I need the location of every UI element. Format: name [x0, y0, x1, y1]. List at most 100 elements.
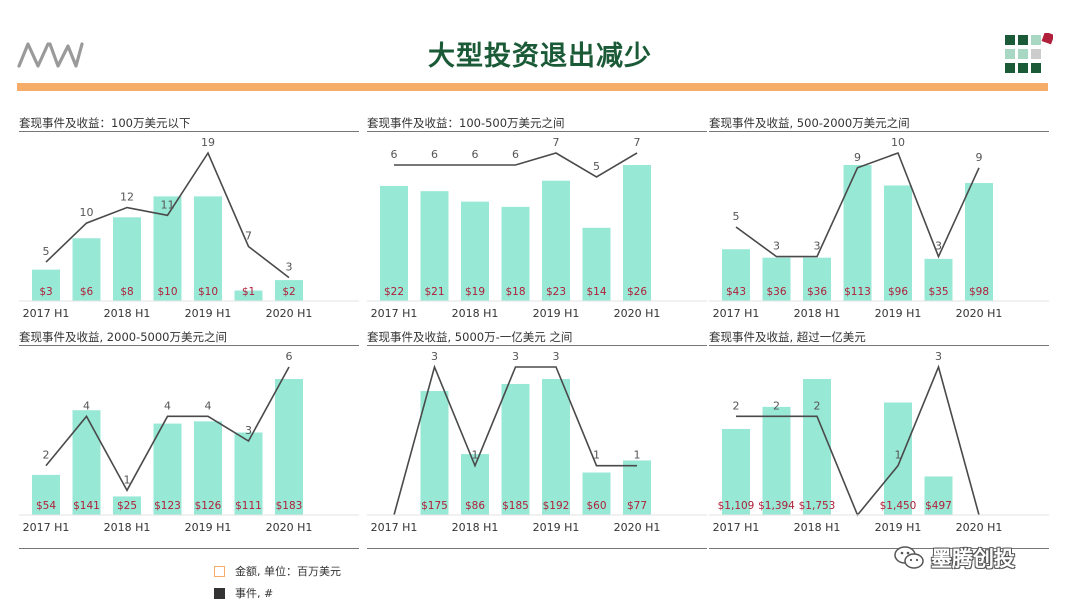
x-tick-label: 2018 H1 — [794, 521, 841, 534]
bar — [501, 383, 530, 515]
event-count-label: 2 — [773, 399, 780, 412]
bottom-rule — [709, 548, 1049, 549]
event-count-label: 19 — [201, 136, 215, 149]
chart-title: 套现事件及收益, 500-2000万美元之间 — [709, 116, 910, 130]
bar — [420, 191, 449, 301]
bar-value-label: $185 — [502, 500, 529, 512]
title-rule — [19, 131, 359, 132]
chart-plot: $22 $21 $19 $18 $23 $14 $26 6 6 6 6 7 5 7 2017 H1 2018 … — [367, 136, 707, 320]
event-count-label: 7 — [553, 136, 560, 149]
bar-value-label: $36 — [807, 286, 827, 298]
bar-value-label: $54 — [36, 500, 56, 512]
header: 大型投资退出减少 — [0, 0, 1080, 91]
x-tick-label: 2017 H1 — [23, 521, 70, 534]
title-rule — [19, 345, 359, 346]
event-count-label: 6 — [472, 148, 479, 161]
bar-value-label: $141 — [73, 500, 100, 512]
legend-label: 事件, # — [235, 587, 274, 600]
x-tick-label: 2020 H1 — [266, 521, 313, 534]
x-tick-label: 2018 H1 — [452, 521, 499, 534]
bar-value-label: $35 — [928, 286, 948, 298]
chart-plot: $43 $36 $36 $113 $96 $35 $98 5 3 3 9 10 3 9 2017 H1 201… — [709, 136, 1049, 320]
event-count-label: 12 — [120, 191, 134, 204]
event-count-label: 9 — [854, 151, 861, 164]
bar — [275, 280, 303, 301]
x-tick-label: 2020 H1 — [266, 307, 313, 320]
title-rule — [367, 345, 707, 346]
chart-plot: $1,109 $1,394 $1,753 $1,450 $497 2 2 2 1 3 2017 H1… — [709, 350, 1049, 534]
event-count-label: 7 — [245, 229, 252, 242]
bar-value-label: $192 — [543, 500, 570, 512]
legend-swatch-outline-icon — [214, 565, 225, 577]
x-tick-label: 2019 H1 — [875, 521, 922, 534]
legend-label: 金额, 单位：百万美元 — [235, 565, 341, 578]
bar-value-label: $10 — [198, 286, 218, 298]
events-line — [394, 152, 638, 178]
x-tick-label: 2020 H1 — [614, 307, 661, 320]
chart-title: 套现事件及收益, 超过一亿美元 — [709, 330, 866, 344]
event-count-label: 3 — [553, 350, 560, 363]
bar-value-label: $6 — [80, 286, 94, 298]
bar — [153, 423, 182, 515]
bar — [542, 180, 570, 301]
bar — [803, 379, 831, 515]
bar-value-label: $111 — [235, 500, 262, 512]
x-tick-label: 2020 H1 — [614, 521, 661, 534]
event-count-label: 3 — [512, 350, 519, 363]
bar-value-label: $126 — [195, 500, 222, 512]
bar — [420, 391, 449, 515]
bar-value-label: $1 — [242, 286, 255, 298]
x-tick-label: 2019 H1 — [185, 307, 232, 320]
bar-value-label: $36 — [766, 286, 786, 298]
event-count-label: 3 — [935, 350, 942, 363]
x-tick-label: 2018 H1 — [452, 307, 499, 320]
event-count-label: 4 — [205, 399, 212, 412]
bar — [623, 165, 651, 301]
bottom-rule — [19, 548, 359, 549]
bar — [194, 196, 222, 301]
chart-title: 套现事件及收益, 2000-5000万美元之间 — [19, 330, 227, 344]
bar-value-label: $98 — [969, 286, 989, 298]
bar — [461, 201, 489, 301]
bar — [380, 185, 408, 301]
event-count-label: 9 — [976, 151, 983, 164]
event-count-label: 3 — [773, 240, 780, 253]
bar-value-label: $1,394 — [758, 500, 795, 512]
event-count-label: 3 — [814, 240, 821, 253]
x-tick-label: 2018 H1 — [794, 307, 841, 320]
chart-panel-6: 套现事件及收益, 超过一亿美元 $1,109 $1,394 $1,753 $1,450… — [709, 329, 1049, 554]
event-count-label: 10 — [80, 206, 94, 219]
chart-plot: $3 $6 $8 $10 $10 $1 $2 5 10 12 11 19 7 3 2017 H1 2018 H… — [19, 136, 359, 320]
event-count-label: 6 — [391, 148, 398, 161]
bar-value-label: $77 — [627, 500, 647, 512]
bar-value-label: $60 — [586, 500, 606, 512]
event-count-label: 2 — [43, 449, 50, 462]
event-count-label: 5 — [593, 160, 600, 173]
bar-value-label: $1,450 — [880, 500, 917, 512]
bar — [762, 406, 791, 515]
bottom-rule — [367, 548, 707, 549]
x-tick-label: 2020 H1 — [956, 521, 1003, 534]
chart-panel-5: 套现事件及收益, 5000万-一亿美元 之间 $175 $86 $185 $192 $6… — [367, 329, 707, 554]
event-count-label: 4 — [164, 399, 171, 412]
bar-value-label: $175 — [421, 500, 448, 512]
chart-plot: $175 $86 $185 $192 $60 $77 3 1 3 3 1 1 2017 H1 2018 H… — [367, 350, 707, 534]
event-count-label: 1 — [895, 449, 902, 462]
x-tick-label: 2017 H1 — [23, 307, 70, 320]
bar-value-label: $23 — [546, 286, 566, 298]
chart-title: 套现事件及收益：100万美元以下 — [19, 116, 191, 130]
bar — [32, 269, 60, 301]
bar-value-label: $8 — [120, 286, 133, 298]
events-line — [735, 151, 980, 259]
bar — [722, 249, 750, 301]
chart-plot: $54 $141 $25 $123 $126 $111 $183 2 4 1 4 4 3 6 2017 H1… — [19, 350, 359, 534]
bar-value-label: $22 — [384, 286, 404, 298]
x-tick-label: 2018 H1 — [104, 307, 151, 320]
bar — [501, 206, 530, 301]
x-tick-label: 2019 H1 — [533, 521, 580, 534]
bar — [542, 379, 570, 515]
bar — [72, 238, 101, 301]
bar — [722, 428, 750, 515]
bar-value-label: $86 — [465, 500, 485, 512]
x-tick-label: 2017 H1 — [371, 307, 418, 320]
